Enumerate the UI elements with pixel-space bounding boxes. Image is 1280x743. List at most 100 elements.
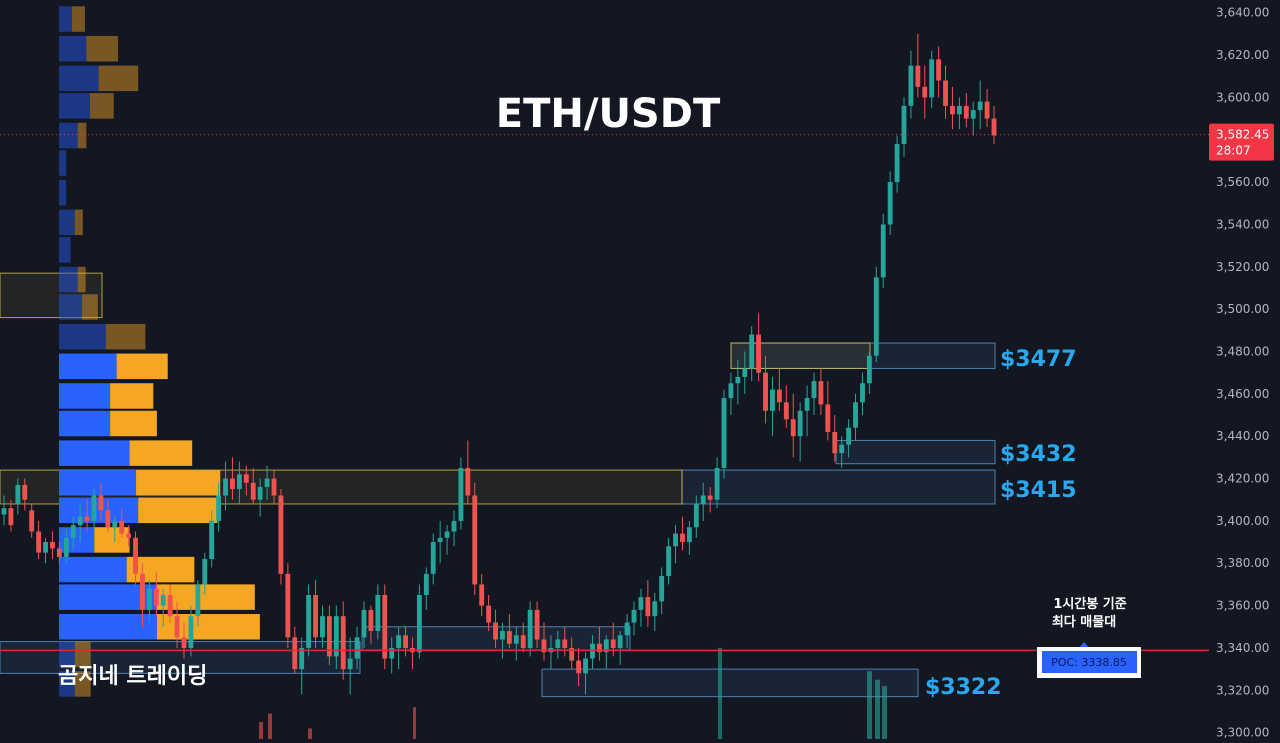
candle-body (36, 531, 42, 553)
candle-body (624, 622, 630, 636)
candle-body (984, 101, 990, 119)
candle-body (963, 105, 969, 119)
profile-buy-bar (59, 671, 75, 697)
candle-body (8, 508, 14, 526)
candle-body (943, 80, 948, 106)
profile-buy-bar (59, 6, 72, 32)
candle-body (825, 404, 831, 432)
candle-body (126, 533, 132, 538)
volume-bar (413, 707, 416, 739)
y-tick-label: 3,480.00 (1216, 345, 1269, 359)
profile-sell-bar (110, 383, 154, 409)
chart-title: ETH/USDT (496, 91, 721, 137)
candle-body (853, 402, 858, 428)
candle-body (278, 495, 284, 574)
candle-body (922, 86, 928, 98)
y-tick-label: 3,460.00 (1216, 387, 1269, 401)
current-price-tag-bg (1209, 123, 1274, 161)
candle-body (223, 478, 228, 496)
candle-body (403, 635, 408, 648)
y-tick-label: 3,560.00 (1216, 175, 1269, 189)
candle-body (846, 427, 852, 445)
candle-body (680, 533, 685, 543)
profile-sell-bar (74, 209, 83, 236)
y-tick-label: 3,380.00 (1216, 556, 1269, 570)
candle-body (915, 65, 921, 87)
candle-body (243, 474, 249, 483)
y-tick-label: 3,360.00 (1216, 599, 1269, 613)
candle-body (631, 609, 637, 623)
candle-body (603, 639, 609, 653)
candle-body (783, 402, 789, 420)
candle-body (486, 605, 492, 623)
candle-body (1, 508, 7, 515)
volume-profile (59, 6, 260, 697)
candle-body (617, 635, 623, 648)
candle-body (396, 635, 402, 648)
candle-body (811, 381, 817, 399)
candle-body (894, 143, 900, 183)
countdown-label: 28:07 (1216, 144, 1251, 158)
profile-buy-bar (59, 470, 137, 496)
profile-buy-bar (59, 353, 117, 380)
candle-body (202, 559, 208, 585)
candle-body (520, 635, 526, 648)
zone-label: $3432 (1000, 442, 1077, 467)
candle-body (500, 631, 505, 640)
profile-sell-bar (105, 323, 146, 350)
candle-body (465, 467, 471, 496)
candle-body (313, 595, 318, 638)
candle-body (50, 542, 55, 549)
candle-body (686, 527, 692, 543)
candle-body (292, 637, 298, 670)
volume-bar (882, 686, 887, 739)
candle-body (866, 355, 872, 384)
candle-body (493, 622, 498, 640)
volume-bar (268, 713, 272, 739)
profile-sell-bar (74, 641, 91, 668)
candle-body (167, 595, 173, 617)
y-tick-label: 3,300.00 (1216, 726, 1269, 739)
candle-body (873, 277, 879, 356)
candle-body (659, 575, 665, 602)
candle-body (666, 546, 672, 576)
candle-body (790, 419, 796, 437)
candle-body (209, 520, 215, 560)
y-tick-label: 3,440.00 (1216, 429, 1269, 443)
candle-body (991, 118, 997, 136)
candle-body (908, 65, 914, 106)
y-tick-label: 3,340.00 (1216, 641, 1269, 655)
candle-body (63, 537, 69, 557)
candle-body (160, 595, 166, 606)
candle-body (70, 525, 76, 538)
zone-box (541, 668, 919, 698)
candle-body (742, 368, 748, 377)
candle-body (389, 647, 395, 659)
candle-body (216, 495, 222, 521)
poc-note-line2: 최다 매물대 (1052, 614, 1116, 630)
y-tick-label: 3,420.00 (1216, 472, 1269, 486)
candle-body (98, 495, 104, 511)
candle-body (700, 495, 706, 504)
y-tick-label: 3,500.00 (1216, 302, 1269, 316)
candle-body (174, 616, 180, 638)
profile-sell-bar (82, 294, 98, 320)
price-axis-bg (1209, 0, 1280, 739)
profile-sell-bar (86, 35, 119, 62)
watermark-text: 곰지네 트레이딩 (58, 664, 207, 689)
candle-body (804, 398, 810, 411)
zone-box (0, 272, 103, 319)
candle-body (306, 595, 312, 648)
price-axis[interactable]: 3,640.003,620.003,600.003,580.003,560.00… (1209, 0, 1280, 740)
zone-labels: $3477 $3432 $3415 $3322 (925, 347, 1077, 700)
y-tick-label: 3,400.00 (1216, 514, 1269, 528)
profile-buy-bar (59, 323, 106, 350)
candle-body (970, 110, 976, 119)
candle-body (230, 478, 235, 490)
candle-body (91, 495, 97, 521)
profile-sell-bar (71, 6, 85, 32)
profile-buy-bar (59, 65, 99, 92)
candle-body (860, 383, 865, 403)
candle-body (368, 609, 374, 632)
